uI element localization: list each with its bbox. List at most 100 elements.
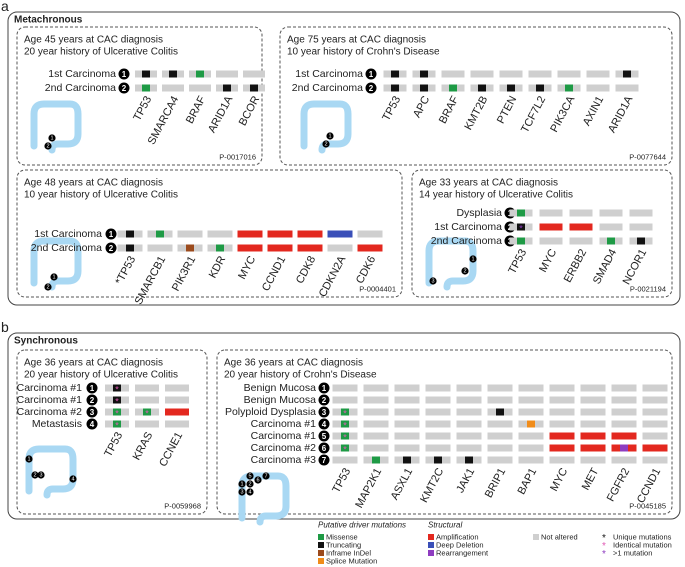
site-dot [461, 267, 469, 275]
sample-label: 1st Carcinoma [295, 68, 363, 80]
cell [580, 456, 606, 464]
cell [135, 384, 159, 392]
structural-alteration [237, 244, 263, 252]
panel-title: Synchronous [14, 336, 78, 347]
cell [456, 384, 482, 392]
cell [363, 408, 389, 416]
sample-number: 2 [322, 396, 327, 405]
gene-label: FGFR2 [605, 466, 633, 503]
structural-alteration [327, 230, 353, 238]
cell [549, 456, 575, 464]
gene-label: PTEN [495, 94, 519, 126]
sample-badge [318, 430, 330, 442]
sample-label: Dysplasia [456, 207, 502, 219]
gene-label: CCNE1 [157, 430, 185, 469]
case-box [279, 26, 673, 166]
mutation [341, 420, 349, 428]
cell [394, 408, 420, 416]
site-dot [50, 273, 58, 281]
case-box [16, 169, 403, 298]
sample-badge [365, 68, 377, 80]
cell [363, 420, 389, 428]
site-number: 2 [33, 472, 36, 478]
gene-label: JAK1 [454, 466, 477, 495]
cell [456, 408, 482, 416]
sample-label: 1st Carcinoma [34, 228, 102, 240]
mutation [126, 230, 134, 238]
cell [363, 444, 389, 452]
cell [611, 456, 637, 464]
cell [425, 384, 451, 392]
sample-number: 2 [369, 84, 374, 93]
case-header: Age 33 years at CAC diagnosis [419, 178, 558, 189]
cell [425, 420, 451, 428]
legend-label: Unique mutations [613, 533, 672, 542]
cell [518, 408, 544, 416]
cell [569, 237, 593, 245]
sample-label: Carcinoma #2 [17, 406, 83, 418]
site-dot [322, 140, 330, 148]
mutation [341, 444, 349, 452]
mutation [142, 70, 150, 78]
cell [243, 70, 265, 78]
mutation [536, 84, 544, 92]
cell [487, 420, 513, 428]
cell [165, 396, 189, 404]
patient-id: P-0077644 [629, 153, 666, 162]
site-number: 6 [256, 477, 259, 483]
site-dot [429, 277, 437, 285]
sample-number: 4 [90, 420, 95, 429]
mutation [391, 84, 399, 92]
sample-label: Benign Mucosa [244, 382, 317, 394]
sample-number: 6 [322, 444, 327, 453]
panel-title: Metachronous [14, 15, 83, 26]
cell [599, 209, 623, 217]
mutation [434, 456, 442, 464]
sample-badge [318, 394, 330, 406]
legend-swatch [318, 558, 324, 564]
cell [332, 384, 358, 392]
structural-alteration [642, 444, 668, 452]
site-number: 1 [27, 456, 30, 462]
cell [629, 223, 653, 231]
cell [557, 70, 581, 78]
mutation [113, 384, 121, 392]
sample-badge [318, 382, 330, 394]
site-dot [326, 132, 334, 140]
cell [441, 70, 465, 78]
mutation [420, 70, 428, 78]
structural-alteration [569, 223, 593, 231]
patient-id: P-0004401 [359, 285, 396, 294]
sample-label: 2nd Carcinoma [45, 82, 116, 94]
structural-alteration [165, 408, 189, 416]
sample-number: 4 [322, 420, 327, 429]
sample-label: 1st Carcinoma [434, 221, 502, 233]
gene-label: BRAF [184, 94, 209, 126]
structural-alteration [357, 244, 383, 252]
case-header: 10 year history of Crohn's Disease [287, 47, 440, 58]
colon [30, 100, 82, 154]
gene-label: KMT2C [418, 466, 446, 505]
cell [518, 444, 544, 452]
legend-label: Not altered [541, 533, 578, 542]
sample-number: 3 [90, 408, 95, 417]
cell [580, 420, 606, 428]
legend-label: Rearrangement [436, 549, 489, 558]
case-header: 14 year history of Ulcerative Colitis [419, 190, 573, 201]
site-dot [238, 488, 246, 496]
mutation [196, 70, 204, 78]
gene-label: KDR [207, 254, 229, 280]
mutation-marker: * [115, 409, 119, 419]
cell [470, 70, 494, 78]
colon [425, 237, 477, 291]
cell [642, 456, 668, 464]
cell [580, 408, 606, 416]
mutation-marker: * [343, 445, 347, 455]
gene-label: TP53 [380, 94, 403, 123]
cell [165, 420, 189, 428]
mutation [186, 244, 194, 252]
sample-label: 2nd Carcinoma [31, 242, 102, 254]
cell [147, 244, 173, 252]
cell [487, 396, 513, 404]
site-number: 2 [46, 143, 49, 149]
